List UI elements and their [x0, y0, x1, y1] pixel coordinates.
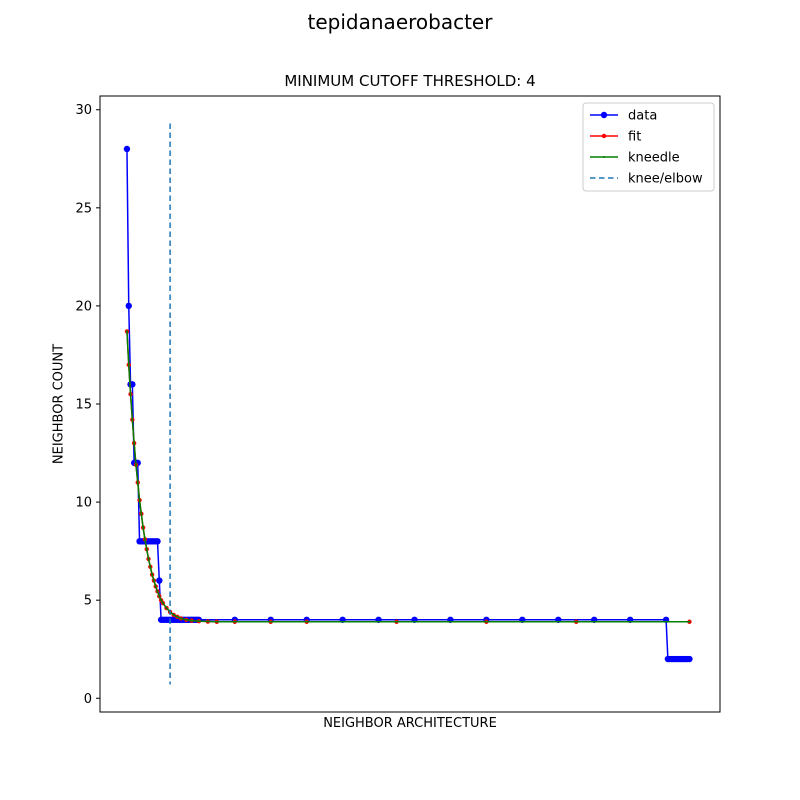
fit-line: [126, 331, 690, 623]
kneedle-point: [485, 620, 488, 623]
kneedle-point: [215, 620, 218, 623]
series-layer: [123, 123, 693, 685]
kneedle-point: [305, 620, 308, 623]
kneedle-point: [185, 618, 188, 621]
data-point: [154, 538, 161, 545]
y-tick-label: 30: [75, 103, 92, 118]
kneedle-point: [129, 393, 132, 396]
legend-label-knee-elbow: knee/elbow: [628, 172, 703, 187]
kneedle-point: [161, 602, 164, 605]
kneedle-point: [143, 538, 146, 541]
data-point: [156, 577, 163, 584]
kneedle-point: [206, 620, 209, 623]
x-axis-label: NEIGHBOR ARCHITECTURE: [323, 716, 497, 731]
data-line: [126, 148, 690, 660]
kneedle-point: [151, 573, 154, 576]
legend-box: [582, 102, 715, 192]
y-tick-label: 20: [75, 299, 92, 314]
y-axis-ticks: 0 5 10 15 20 25 30: [75, 103, 100, 707]
kneedle-point: [127, 363, 130, 366]
y-tick-label: 0: [84, 692, 92, 707]
kneedle-point: [152, 579, 155, 582]
kneedle-point: [147, 557, 150, 560]
kneedle-point: [156, 590, 159, 593]
kneedle-line: [126, 331, 690, 623]
kneedle-point: [197, 620, 200, 623]
legend: data fit kneedle knee/elbow: [582, 102, 715, 192]
legend-marker-fit: [601, 133, 607, 139]
data-point: [125, 302, 132, 310]
kneedle-point: [233, 620, 236, 623]
kneedle-point: [190, 619, 193, 622]
kneedle-point: [134, 463, 137, 466]
kneedle-point: [125, 330, 128, 333]
y-tick-label: 15: [75, 398, 92, 413]
kneedle-point: [154, 585, 157, 588]
y-tick-label: 25: [75, 201, 92, 216]
kneedle-point: [158, 595, 161, 598]
kneedle-point: [142, 526, 145, 529]
legend-label-data: data: [628, 109, 657, 124]
kneedle-point: [165, 607, 168, 610]
figure-title: tepidanaerobacter: [307, 10, 493, 34]
kneedle-point: [160, 599, 163, 602]
legend-marker-kneedle: [603, 156, 605, 158]
kneedle-point: [136, 481, 139, 484]
series-data: [123, 145, 693, 663]
kneedle-point: [172, 613, 175, 616]
kneedle-point: [131, 418, 134, 421]
data-point: [123, 145, 131, 153]
kneedle-point: [176, 615, 179, 618]
kneedle-point: [575, 620, 578, 623]
kneedle-point: [140, 512, 143, 515]
kneedle-point: [269, 620, 272, 623]
y-tick-label: 10: [75, 496, 92, 511]
legend-marker-data: [600, 111, 608, 119]
kneedle-point: [688, 620, 691, 623]
chart-title: MINIMUM CUTOFF THRESHOLD: 4: [284, 72, 536, 90]
kneedle-point: [145, 548, 148, 551]
kneedle-point: [133, 442, 136, 445]
kneedle-point: [179, 617, 182, 620]
series-kneedle: [125, 330, 691, 623]
kneedle-point: [138, 499, 141, 502]
kneedle-point: [149, 565, 152, 568]
legend-label-kneedle: kneedle: [628, 151, 680, 166]
kneedle-point: [395, 620, 398, 623]
data-point: [686, 655, 693, 663]
legend-label-fit: fit: [628, 130, 641, 145]
y-tick-label: 5: [84, 594, 92, 609]
series-fit: [124, 329, 692, 624]
